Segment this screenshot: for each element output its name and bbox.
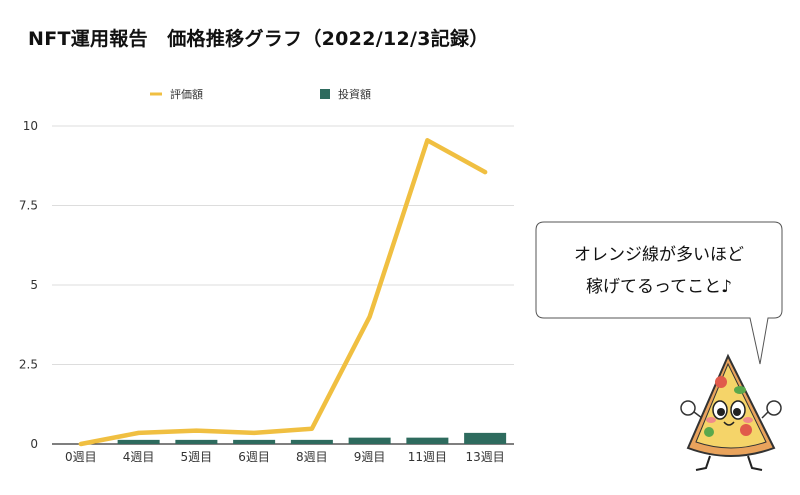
y-tick-label: 0 — [30, 437, 38, 451]
bar-investment — [117, 439, 160, 444]
x-tick-label: 8週目 — [296, 450, 328, 464]
y-tick-label: 7.5 — [19, 199, 38, 213]
gridlines — [52, 125, 514, 445]
legend-label-valuation: 評価額 — [170, 87, 203, 101]
x-axis-labels: 0週目 4週目 5週目 6週目 8週目 9週目 11週目 13週目 — [65, 450, 505, 464]
x-tick-label: 4週目 — [123, 450, 155, 464]
x-tick-label: 5週目 — [181, 450, 213, 464]
x-tick-label: 11週目 — [408, 450, 447, 464]
y-axis-labels: 0 2.5 5 7.5 10 — [19, 119, 38, 451]
y-tick-label: 10 — [23, 119, 38, 133]
legend-label-investment: 投資額 — [338, 87, 371, 101]
bars-investment — [117, 432, 507, 444]
y-tick-label: 2.5 — [19, 358, 38, 372]
speech-text-line-2: 稼げてるってこと♪ — [586, 277, 732, 297]
x-tick-label: 9週目 — [354, 450, 386, 464]
speech-bubble: オレンジ線が多いほど 稼げてるってこと♪ — [535, 221, 783, 365]
legend: 評価額 投資額 — [150, 87, 371, 101]
x-tick-label: 13週目 — [465, 450, 504, 464]
legend-swatch-investment — [320, 89, 330, 99]
y-tick-label: 5 — [30, 278, 38, 292]
x-tick-label: 6週目 — [238, 450, 270, 464]
line-valuation-path — [78, 138, 488, 447]
bar-investment — [406, 437, 449, 444]
pizza-mascot-icon — [680, 353, 782, 471]
line-valuation — [78, 138, 488, 447]
bar-investment — [464, 432, 507, 444]
bar-investment — [290, 439, 333, 444]
x-tick-label: 0週目 — [65, 450, 97, 464]
bar-investment — [348, 437, 391, 444]
bar-investment — [233, 439, 276, 444]
chart-title: NFT運用報告 価格推移グラフ（2022/12/3記録） — [28, 28, 489, 50]
speech-text-line-1: オレンジ線が多いほど — [574, 245, 744, 265]
bar-investment — [175, 439, 218, 444]
